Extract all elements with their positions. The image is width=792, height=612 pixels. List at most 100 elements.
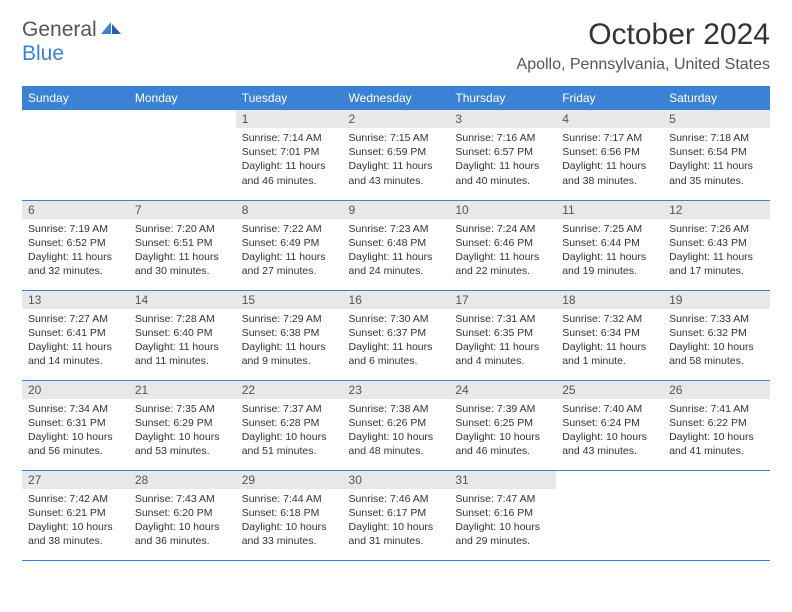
calendar-day-cell: 2Sunrise: 7:15 AMSunset: 6:59 PMDaylight… xyxy=(343,110,450,200)
day-content: Sunrise: 7:17 AMSunset: 6:56 PMDaylight:… xyxy=(556,128,663,194)
day-content: Sunrise: 7:41 AMSunset: 6:22 PMDaylight:… xyxy=(663,399,770,465)
calendar-day-cell: 10Sunrise: 7:24 AMSunset: 6:46 PMDayligh… xyxy=(449,200,556,290)
day-number: 26 xyxy=(663,381,770,399)
day-number: 11 xyxy=(556,201,663,219)
title-block: October 2024 Apollo, Pennsylvania, Unite… xyxy=(517,18,770,74)
calendar-row: 20Sunrise: 7:34 AMSunset: 6:31 PMDayligh… xyxy=(22,380,770,470)
day-number: 30 xyxy=(343,471,450,489)
day-content: Sunrise: 7:46 AMSunset: 6:17 PMDaylight:… xyxy=(343,489,450,555)
day-content: Sunrise: 7:39 AMSunset: 6:25 PMDaylight:… xyxy=(449,399,556,465)
calendar-day-cell: 21Sunrise: 7:35 AMSunset: 6:29 PMDayligh… xyxy=(129,380,236,470)
calendar-day-cell: 7Sunrise: 7:20 AMSunset: 6:51 PMDaylight… xyxy=(129,200,236,290)
day-content: Sunrise: 7:15 AMSunset: 6:59 PMDaylight:… xyxy=(343,128,450,194)
day-number: 18 xyxy=(556,291,663,309)
calendar-day-cell: 26Sunrise: 7:41 AMSunset: 6:22 PMDayligh… xyxy=(663,380,770,470)
day-content: Sunrise: 7:27 AMSunset: 6:41 PMDaylight:… xyxy=(22,309,129,375)
day-number: 1 xyxy=(236,110,343,128)
day-content: Sunrise: 7:16 AMSunset: 6:57 PMDaylight:… xyxy=(449,128,556,194)
location: Apollo, Pennsylvania, United States xyxy=(517,56,770,74)
day-content: Sunrise: 7:30 AMSunset: 6:37 PMDaylight:… xyxy=(343,309,450,375)
day-number: 15 xyxy=(236,291,343,309)
logo-text: General Blue xyxy=(22,18,123,66)
calendar-day-cell: 12Sunrise: 7:26 AMSunset: 6:43 PMDayligh… xyxy=(663,200,770,290)
day-content: Sunrise: 7:47 AMSunset: 6:16 PMDaylight:… xyxy=(449,489,556,555)
day-number: 27 xyxy=(22,471,129,489)
day-number: 24 xyxy=(449,381,556,399)
day-content: Sunrise: 7:38 AMSunset: 6:26 PMDaylight:… xyxy=(343,399,450,465)
day-number: 16 xyxy=(343,291,450,309)
logo-general: General xyxy=(22,18,97,41)
calendar-day-cell: 17Sunrise: 7:31 AMSunset: 6:35 PMDayligh… xyxy=(449,290,556,380)
day-content: Sunrise: 7:35 AMSunset: 6:29 PMDaylight:… xyxy=(129,399,236,465)
day-content: Sunrise: 7:22 AMSunset: 6:49 PMDaylight:… xyxy=(236,219,343,285)
day-content: Sunrise: 7:29 AMSunset: 6:38 PMDaylight:… xyxy=(236,309,343,375)
day-content: Sunrise: 7:37 AMSunset: 6:28 PMDaylight:… xyxy=(236,399,343,465)
day-content: Sunrise: 7:19 AMSunset: 6:52 PMDaylight:… xyxy=(22,219,129,285)
calendar-day-cell: 6Sunrise: 7:19 AMSunset: 6:52 PMDaylight… xyxy=(22,200,129,290)
day-content: Sunrise: 7:33 AMSunset: 6:32 PMDaylight:… xyxy=(663,309,770,375)
calendar-empty-cell xyxy=(556,470,663,560)
calendar-row: 1Sunrise: 7:14 AMSunset: 7:01 PMDaylight… xyxy=(22,110,770,200)
calendar-day-cell: 29Sunrise: 7:44 AMSunset: 6:18 PMDayligh… xyxy=(236,470,343,560)
calendar-day-cell: 30Sunrise: 7:46 AMSunset: 6:17 PMDayligh… xyxy=(343,470,450,560)
day-number: 12 xyxy=(663,201,770,219)
day-number: 20 xyxy=(22,381,129,399)
logo-blue: Blue xyxy=(22,42,64,65)
day-number: 23 xyxy=(343,381,450,399)
calendar-day-cell: 15Sunrise: 7:29 AMSunset: 6:38 PMDayligh… xyxy=(236,290,343,380)
calendar-empty-cell xyxy=(22,110,129,200)
day-content: Sunrise: 7:24 AMSunset: 6:46 PMDaylight:… xyxy=(449,219,556,285)
logo-sail-icon xyxy=(99,20,123,36)
day-number: 17 xyxy=(449,291,556,309)
calendar-row: 13Sunrise: 7:27 AMSunset: 6:41 PMDayligh… xyxy=(22,290,770,380)
calendar-day-cell: 24Sunrise: 7:39 AMSunset: 6:25 PMDayligh… xyxy=(449,380,556,470)
calendar-header-row: SundayMondayTuesdayWednesdayThursdayFrid… xyxy=(22,86,770,110)
day-content: Sunrise: 7:44 AMSunset: 6:18 PMDaylight:… xyxy=(236,489,343,555)
calendar-day-cell: 11Sunrise: 7:25 AMSunset: 6:44 PMDayligh… xyxy=(556,200,663,290)
day-content: Sunrise: 7:23 AMSunset: 6:48 PMDaylight:… xyxy=(343,219,450,285)
day-content: Sunrise: 7:26 AMSunset: 6:43 PMDaylight:… xyxy=(663,219,770,285)
day-number: 7 xyxy=(129,201,236,219)
calendar-day-cell: 28Sunrise: 7:43 AMSunset: 6:20 PMDayligh… xyxy=(129,470,236,560)
day-number: 8 xyxy=(236,201,343,219)
day-number: 31 xyxy=(449,471,556,489)
calendar-empty-cell xyxy=(663,470,770,560)
weekday-header: Wednesday xyxy=(343,86,450,110)
calendar-table: SundayMondayTuesdayWednesdayThursdayFrid… xyxy=(22,86,770,561)
calendar-row: 27Sunrise: 7:42 AMSunset: 6:21 PMDayligh… xyxy=(22,470,770,560)
calendar-day-cell: 19Sunrise: 7:33 AMSunset: 6:32 PMDayligh… xyxy=(663,290,770,380)
day-number: 4 xyxy=(556,110,663,128)
day-content: Sunrise: 7:42 AMSunset: 6:21 PMDaylight:… xyxy=(22,489,129,555)
day-content: Sunrise: 7:40 AMSunset: 6:24 PMDaylight:… xyxy=(556,399,663,465)
header: General Blue October 2024 Apollo, Pennsy… xyxy=(22,18,770,74)
weekday-header: Monday xyxy=(129,86,236,110)
day-number: 6 xyxy=(22,201,129,219)
day-number: 19 xyxy=(663,291,770,309)
day-number: 21 xyxy=(129,381,236,399)
weekday-header: Tuesday xyxy=(236,86,343,110)
calendar-empty-cell xyxy=(129,110,236,200)
day-content: Sunrise: 7:34 AMSunset: 6:31 PMDaylight:… xyxy=(22,399,129,465)
calendar-day-cell: 3Sunrise: 7:16 AMSunset: 6:57 PMDaylight… xyxy=(449,110,556,200)
day-number: 14 xyxy=(129,291,236,309)
calendar-day-cell: 1Sunrise: 7:14 AMSunset: 7:01 PMDaylight… xyxy=(236,110,343,200)
day-number: 2 xyxy=(343,110,450,128)
day-content: Sunrise: 7:14 AMSunset: 7:01 PMDaylight:… xyxy=(236,128,343,194)
calendar-day-cell: 8Sunrise: 7:22 AMSunset: 6:49 PMDaylight… xyxy=(236,200,343,290)
calendar-body: 1Sunrise: 7:14 AMSunset: 7:01 PMDaylight… xyxy=(22,110,770,560)
day-number: 25 xyxy=(556,381,663,399)
calendar-day-cell: 27Sunrise: 7:42 AMSunset: 6:21 PMDayligh… xyxy=(22,470,129,560)
calendar-day-cell: 4Sunrise: 7:17 AMSunset: 6:56 PMDaylight… xyxy=(556,110,663,200)
calendar-day-cell: 31Sunrise: 7:47 AMSunset: 6:16 PMDayligh… xyxy=(449,470,556,560)
calendar-day-cell: 23Sunrise: 7:38 AMSunset: 6:26 PMDayligh… xyxy=(343,380,450,470)
calendar-day-cell: 22Sunrise: 7:37 AMSunset: 6:28 PMDayligh… xyxy=(236,380,343,470)
weekday-header: Sunday xyxy=(22,86,129,110)
weekday-header: Friday xyxy=(556,86,663,110)
logo: General Blue xyxy=(22,18,123,66)
day-content: Sunrise: 7:25 AMSunset: 6:44 PMDaylight:… xyxy=(556,219,663,285)
calendar-day-cell: 20Sunrise: 7:34 AMSunset: 6:31 PMDayligh… xyxy=(22,380,129,470)
calendar-day-cell: 25Sunrise: 7:40 AMSunset: 6:24 PMDayligh… xyxy=(556,380,663,470)
day-number: 22 xyxy=(236,381,343,399)
day-number: 13 xyxy=(22,291,129,309)
day-number: 5 xyxy=(663,110,770,128)
